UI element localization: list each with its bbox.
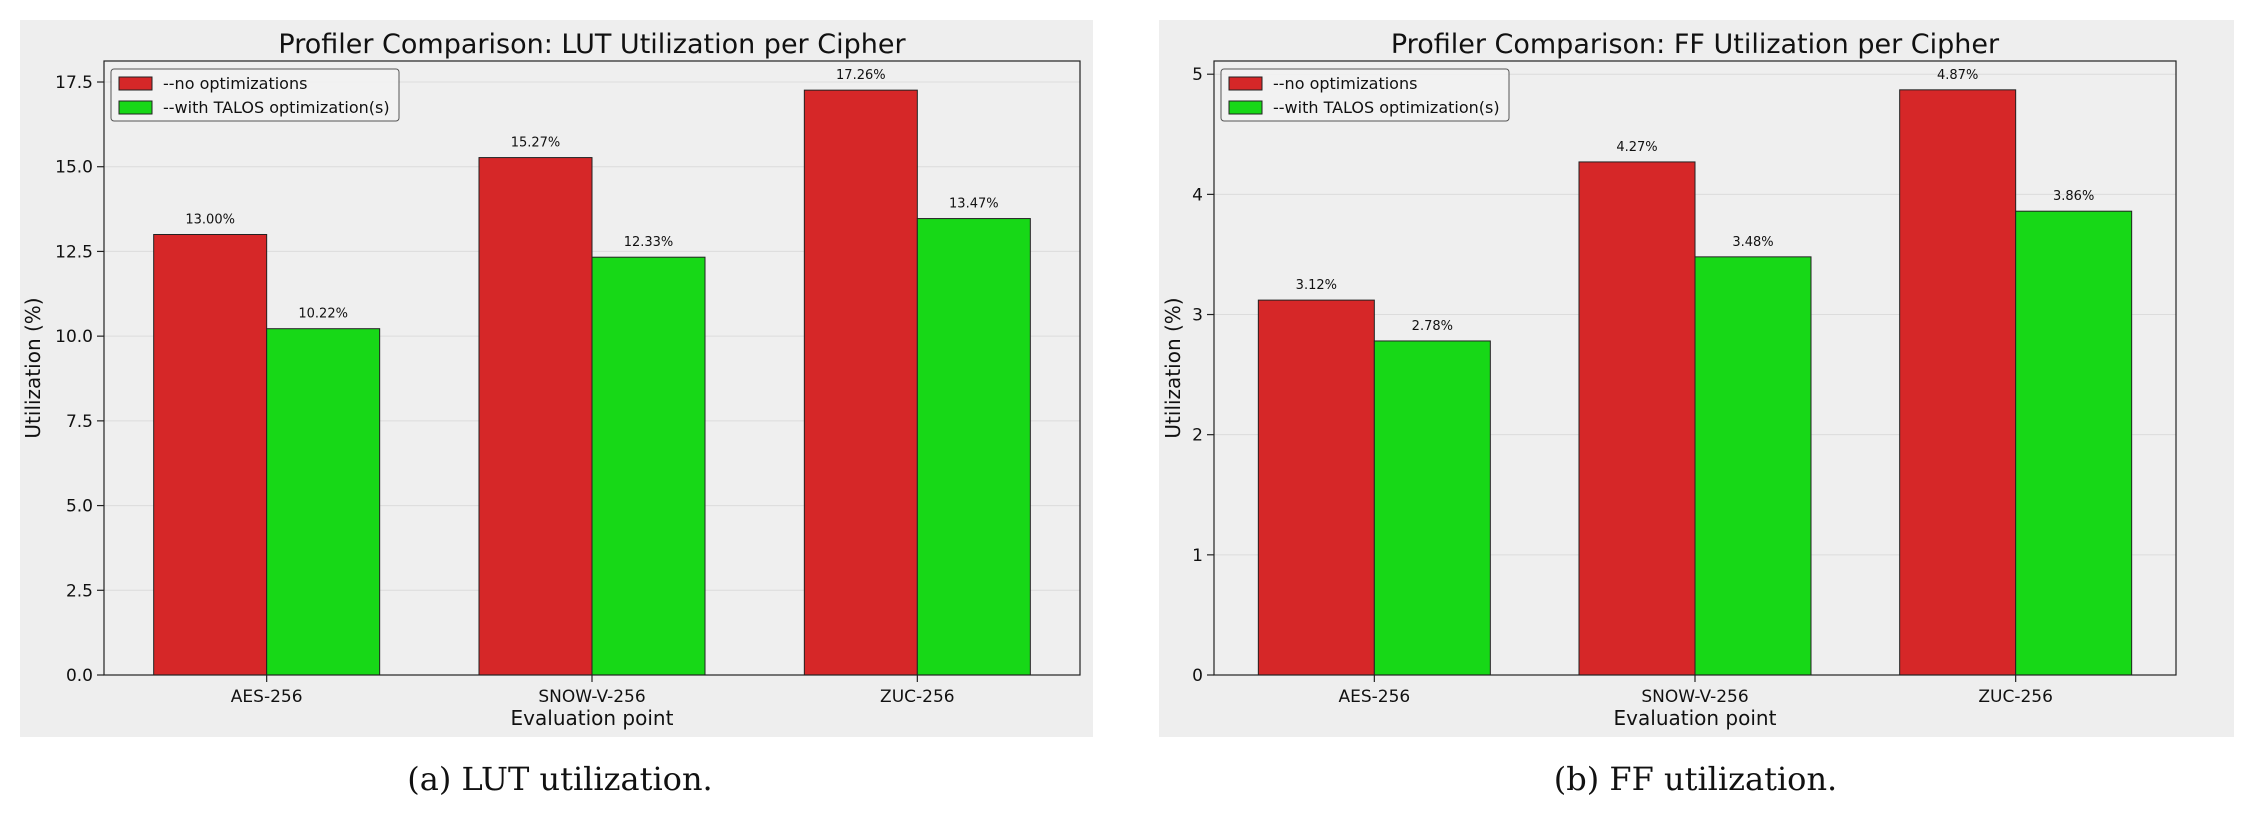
data-label: 3.48%: [1732, 235, 1773, 250]
legend-entry: --no optimizations: [163, 74, 307, 93]
y-tick-label: 5.0: [66, 497, 93, 517]
legend-box: [1220, 68, 1510, 122]
figure-caption: (a) LUT utilization.: [407, 760, 713, 798]
data-label: 13.47%: [949, 197, 999, 212]
bar-no-optimizations: [153, 233, 268, 676]
y-tick-label: 15.0: [55, 158, 93, 178]
figure-caption: (b) FF utilization.: [1553, 760, 1838, 798]
legend-entry: --with TALOS optimization(s): [1273, 98, 1500, 117]
lut-chart-panel: 0.0 2.5 5.0 7.5 10.0 12.5 15.0 17.5 13.00% 10.22%…: [0, 0, 1125, 822]
y-tick-label: 2: [1192, 426, 1203, 446]
data-label: 12.33%: [624, 235, 674, 250]
y-axis-label: Utilization (%): [1161, 297, 1185, 438]
y-tick-label: 2.5: [66, 581, 93, 601]
data-label: 10.22%: [298, 307, 348, 322]
y-tick-label: 12.5: [55, 242, 93, 262]
legend-swatch: [118, 76, 153, 91]
y-axis-label: Utilization (%): [21, 297, 45, 438]
data-label: 4.87%: [1937, 68, 1978, 83]
data-label: 17.26%: [836, 68, 886, 83]
y-tick-label: 7.5: [66, 412, 93, 432]
data-label: 13.00%: [185, 212, 235, 227]
y-tick-label: 17.5: [55, 73, 93, 93]
legend-swatch: [1228, 76, 1263, 91]
legend-entry: --with TALOS optimization(s): [163, 98, 390, 117]
y-tick-label: 5: [1192, 65, 1203, 85]
y-tick-label: 4: [1192, 185, 1203, 205]
chart-title: Profiler Comparison: FF Utilization per …: [1391, 29, 2000, 60]
bar-no-optimizations: [1257, 299, 1375, 676]
y-tick-label: 1: [1192, 546, 1203, 566]
data-label: 2.78%: [1412, 319, 1453, 334]
data-label: 4.27%: [1616, 140, 1657, 155]
legend-entry: --no optimizations: [1273, 74, 1417, 93]
bar-talos-optimizations: [2015, 210, 2133, 676]
x-tick-label: AES-256: [1338, 687, 1410, 707]
data-label: 15.27%: [511, 136, 561, 151]
axes-frame: [103, 60, 1081, 676]
legend-box: [110, 68, 400, 122]
x-tick-label: ZUC-256: [880, 687, 955, 707]
ff-chart-panel: 0 1 2 3 4 5 3.12% 2.78% AES-256 4.27% 3.48% SNOW-V-…: [1140, 0, 2251, 822]
bar-no-optimizations: [1899, 89, 2017, 676]
ff-utilization-chart: 0 1 2 3 4 5 3.12% 2.78% AES-256 4.27% 3.48% SNOW-V-…: [1161, 29, 2177, 730]
bar-no-optimizations: [478, 157, 593, 676]
bar-no-optimizations: [1578, 161, 1696, 676]
bar-no-optimizations: [803, 89, 918, 676]
x-tick-label: SNOW-V-256: [1641, 687, 1748, 707]
bar-talos-optimizations: [1373, 340, 1491, 676]
bar-talos-optimizations: [916, 218, 1031, 676]
bar-talos-optimizations: [1694, 256, 1812, 676]
x-tick-label: ZUC-256: [1978, 687, 2053, 707]
bar-talos-optimizations: [591, 256, 706, 676]
y-tick-label: 3: [1192, 306, 1203, 326]
data-label: 3.12%: [1296, 278, 1337, 293]
bar-talos-optimizations: [266, 328, 381, 676]
y-tick-label: 0.0: [66, 666, 93, 686]
x-tick-label: AES-256: [231, 687, 303, 707]
x-tick-label: SNOW-V-256: [538, 687, 645, 707]
x-axis-label: Evaluation point: [1614, 706, 1777, 730]
y-tick-label: 0: [1192, 666, 1203, 686]
x-axis-label: Evaluation point: [511, 706, 674, 730]
data-label: 3.86%: [2053, 189, 2094, 204]
legend-swatch: [118, 100, 153, 115]
y-tick-label: 10.0: [55, 327, 93, 347]
axes-frame: [1213, 60, 2177, 676]
lut-utilization-chart: 0.0 2.5 5.0 7.5 10.0 12.5 15.0 17.5 13.00% 10.22%…: [21, 29, 1081, 730]
chart-title: Profiler Comparison: LUT Utilization per…: [278, 29, 906, 60]
legend-swatch: [1228, 100, 1263, 115]
